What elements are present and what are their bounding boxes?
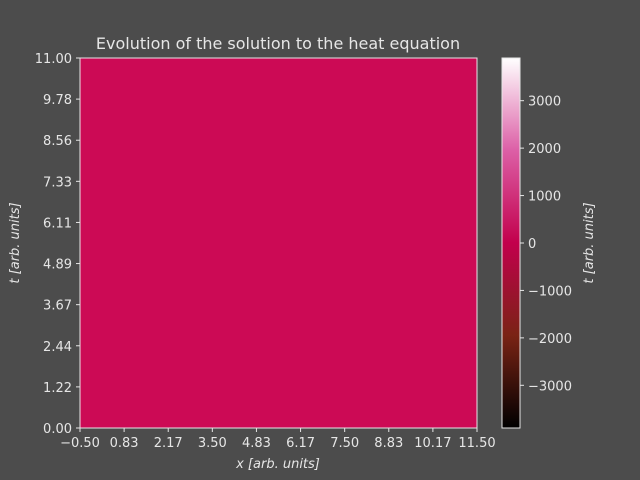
y-axis-label: t [arb. units] — [8, 202, 23, 283]
colorbar-tick-label: −2000 — [528, 332, 572, 347]
y-tick-label: 0.00 — [43, 422, 72, 437]
plot-frame — [79, 57, 478, 429]
chart-title: Evolution of the solution to the heat eq… — [96, 34, 460, 53]
y-tick-label: 9.78 — [43, 93, 72, 108]
y-tick-label: 3.67 — [43, 299, 72, 314]
y-tick-label: 8.56 — [43, 134, 72, 149]
colorbar — [502, 58, 520, 428]
x-tick-label: 3.50 — [198, 436, 227, 451]
y-tick-label: 1.22 — [43, 381, 72, 396]
x-tick-label: 11.50 — [458, 436, 495, 451]
x-tick-label: 0.83 — [110, 436, 139, 451]
heatmap-field — [80, 58, 477, 428]
y-tick-label: 4.89 — [43, 258, 72, 273]
x-tick-label: 7.50 — [330, 436, 359, 451]
y-tick-label: 7.33 — [43, 175, 72, 190]
y-tick-label: 2.44 — [43, 340, 72, 355]
colorbar-tick-label: −1000 — [528, 284, 572, 299]
x-tick-label: −0.50 — [60, 436, 100, 451]
x-tick-label: 2.17 — [154, 436, 183, 451]
x-tick-label: 6.17 — [286, 436, 315, 451]
x-axis-label: x [arb. units] — [235, 457, 320, 472]
x-tick-label: 8.83 — [374, 436, 403, 451]
colorbar-label: t [arb. units] — [582, 202, 597, 283]
colorbar-tick-label: 2000 — [528, 142, 561, 157]
y-tick-label: 11.00 — [35, 52, 72, 67]
colorbar-tick-label: −3000 — [528, 379, 572, 394]
colorbar-ticks: −3000 −2000 −1000 0 1000 2000 3000 — [520, 95, 572, 394]
x-tick-label: 10.17 — [414, 436, 451, 451]
x-tick-label: 4.83 — [242, 436, 271, 451]
colorbar-tick-label: 0 — [528, 237, 536, 252]
y-tick-label: 6.11 — [43, 216, 72, 231]
y-axis-ticks: 0.00 1.22 2.44 3.67 4.89 6.11 7.33 8.56 9.78 11.0… — [35, 52, 80, 437]
colorbar-tick-label: 1000 — [528, 190, 561, 205]
colorbar-tick-label: 3000 — [528, 95, 561, 110]
x-axis-ticks: −0.50 0.83 2.17 3.50 4.83 6.17 7.50 8.83 10.17 11… — [60, 428, 496, 451]
